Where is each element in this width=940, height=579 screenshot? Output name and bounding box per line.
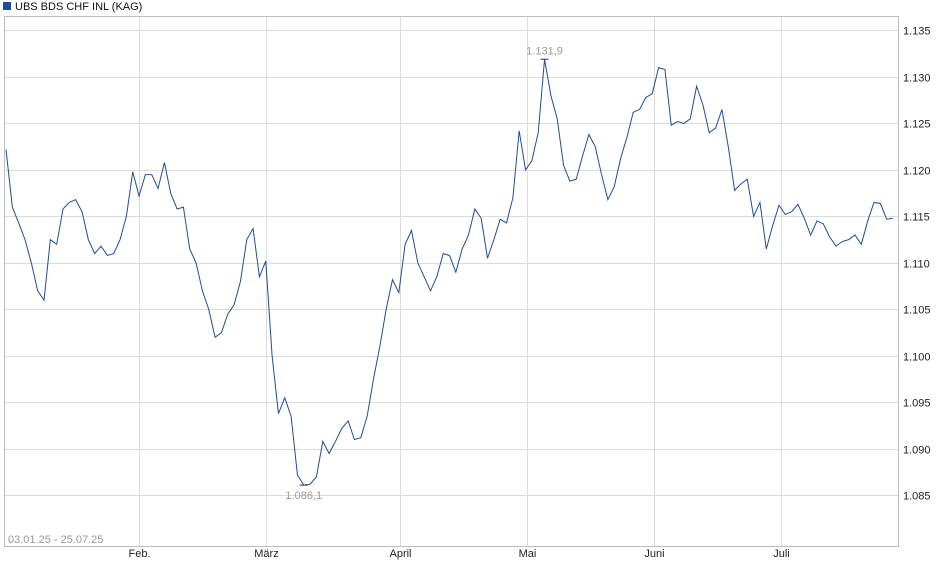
- y-tick-label: 1.135: [903, 26, 931, 38]
- y-tick-label: 1.090: [903, 445, 931, 457]
- y-tick-label: 1.125: [903, 119, 931, 131]
- legend-swatch: [3, 2, 11, 10]
- min-value-label: 1.086,1: [285, 490, 322, 502]
- x-tick-label: Juni: [644, 548, 664, 560]
- y-tick-label: 1.095: [903, 398, 931, 410]
- y-tick-label: 1.115: [903, 212, 930, 224]
- x-tick-label: Feb.: [128, 548, 150, 560]
- price-line: [5, 59, 894, 486]
- y-tick-label: 1.105: [903, 305, 931, 317]
- max-value-label: 1.131,9: [526, 45, 563, 57]
- y-tick-label: 1.120: [903, 166, 931, 178]
- x-tick-label: März: [254, 548, 278, 560]
- y-tick-label: 1.110: [903, 259, 930, 271]
- date-range-label: 03.01.25 - 25.07.25: [8, 534, 103, 546]
- x-tick-label: April: [389, 548, 411, 560]
- y-axis-tick-labels: 1.085 1.090 1.095 1.100 1.105 1.110 1.115 1.120…: [903, 26, 931, 503]
- vertical-grid: [139, 16, 782, 547]
- y-tick-label: 1.085: [903, 491, 931, 503]
- y-tick-label: 1.130: [903, 73, 931, 85]
- x-tick-label: Juli: [773, 548, 790, 560]
- horizontal-grid: [4, 30, 899, 496]
- extreme-annotations: 1.131,9 1.086,1: [285, 45, 562, 502]
- x-tick-label: Mai: [519, 548, 537, 560]
- plot-area-border: [4, 16, 899, 547]
- y-tick-label: 1.100: [903, 352, 931, 364]
- x-axis-tick-labels: Feb. März April Mai Juni Juli: [128, 548, 789, 560]
- chart-title: UBS BDS CHF INL (KAG): [15, 1, 142, 13]
